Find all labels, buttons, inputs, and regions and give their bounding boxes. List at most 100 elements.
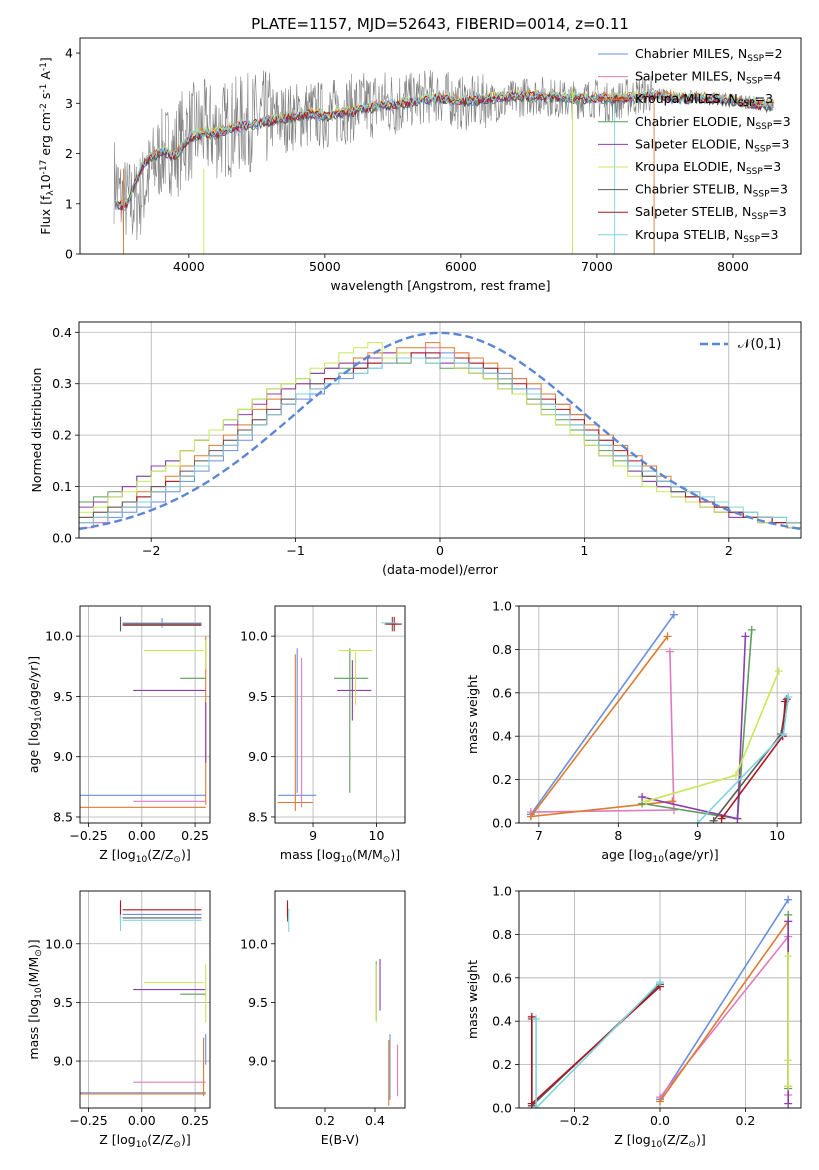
hist-series-8	[79, 357, 801, 538]
y-tick-label: 8.5	[53, 809, 73, 824]
axes-frame	[274, 890, 406, 1109]
plot-content	[80, 900, 207, 1097]
y-tick-label: 9.5	[53, 995, 73, 1010]
x-axis-label: (data-model)/error	[382, 562, 499, 577]
legend-label: Kroupa MILES, NSSP=3	[635, 91, 773, 109]
weight-marker	[784, 1056, 793, 1065]
weight-marker	[663, 632, 672, 641]
x-tick-label: 7000	[581, 259, 613, 274]
y-tick-label: 10.0	[45, 629, 73, 644]
y-tick-label: 9.0	[53, 1054, 73, 1069]
x-tick-label: 5000	[309, 259, 341, 274]
y-tick-label: 2	[65, 146, 73, 161]
weight-marker	[784, 1082, 793, 1091]
y-tick-label: 10.0	[240, 936, 268, 951]
legend-label: Salpeter MILES, NSSP=4	[635, 69, 781, 87]
weight-marker	[638, 792, 647, 801]
x-tick-label: 10	[769, 828, 785, 843]
x-tick-label: 9	[309, 828, 317, 843]
weight-marker	[784, 917, 793, 926]
plot-age_vs_Z: −0.25 0.00 0.25 8.5 9.0 9.5 10.0 Z [log10(Z/Z⊙)…	[26, 605, 211, 865]
x-tick-label: 8	[614, 828, 622, 843]
weight-line-3	[641, 629, 753, 820]
plot-mass_vs_Z: −0.25 0.00 0.25 9.0 9.5 10.0 Z [log10(Z/Z⊙)] ma…	[26, 890, 211, 1150]
y-tick-label: 0	[65, 247, 73, 262]
y-tick-label: 0.2	[52, 428, 72, 443]
legend-label: Chabrier MILES, NSSP=2	[635, 46, 783, 64]
weight-marker	[784, 693, 793, 702]
weight-marker	[733, 814, 742, 823]
weight-marker	[741, 632, 750, 641]
model-line-7	[115, 90, 774, 211]
legend-label: Kroupa STELIB, NSSP=3	[635, 227, 779, 245]
x-tick-label: 7	[535, 828, 543, 843]
y-axis-label: Normed distribution	[29, 368, 44, 493]
x-tick-label: 0.2	[315, 1113, 335, 1128]
weight-line-7	[531, 985, 661, 1106]
x-tick-label: 10	[369, 828, 385, 843]
weight-marker	[526, 812, 535, 821]
plot-residuals: −2 −1 0 1 2 0.0 0.1 0.2 0.3 0.4 (data-model)/error…	[29, 321, 802, 577]
x-tick-label: −2	[142, 543, 160, 558]
y-tick-label: 9.0	[248, 1054, 268, 1069]
weight-marker	[774, 667, 783, 676]
x-axis-label: mass [log10(M/M⊙)]	[280, 847, 400, 865]
y-tick-label: 3	[65, 96, 73, 111]
weight-line-2	[529, 635, 673, 818]
x-tick-label: 8000	[717, 259, 749, 274]
legend-label: 𝒩(0,1)	[738, 337, 781, 352]
x-axis-label: wavelength [Angstrom, rest frame]	[330, 278, 550, 293]
weight-marker	[779, 730, 788, 739]
plot-content	[526, 610, 793, 823]
plot-age_vs_mass: 9 10 8.5 9.0 9.5 10.0 mass [log10(M/M⊙)]	[240, 605, 406, 865]
weight-marker	[693, 819, 702, 823]
legend-label: Chabrier ELODIE, NSSP=3	[635, 114, 791, 132]
plot-content	[113, 69, 774, 254]
x-tick-label: 0.25	[181, 1113, 209, 1128]
legend: Chabrier MILES, NSSP=2 Salpeter MILES, NS…	[598, 46, 791, 245]
weight-line-4	[641, 636, 747, 820]
y-tick-label: 0.0	[492, 816, 512, 831]
weight-marker	[669, 610, 678, 619]
y-tick-label: 0.6	[492, 685, 512, 700]
x-tick-label: 2	[725, 543, 733, 558]
x-tick-label: 9	[694, 828, 702, 843]
x-tick-label: 0.00	[128, 1113, 156, 1128]
x-tick-label: −0.2	[559, 1113, 589, 1128]
y-tick-label: 1.0	[492, 599, 512, 614]
weight-marker	[532, 1015, 541, 1024]
plot-layer: 4000 5000 6000 7000 8000 0 1 2 3 4 wavelength [Ang…	[26, 37, 802, 1150]
weight-line-7	[720, 701, 786, 820]
x-axis-label: Z [log10(Z/Z⊙)]	[614, 1132, 705, 1150]
weight-marker	[656, 1097, 664, 1106]
x-tick-label: 0.25	[181, 828, 209, 843]
legend: 𝒩(0,1)	[700, 337, 781, 352]
y-tick-label: 0.4	[52, 325, 72, 340]
x-tick-label: 0.2	[736, 1113, 756, 1128]
weight-line-2	[659, 918, 789, 1102]
x-axis-label: Z [log10(Z/Z⊙)]	[99, 1132, 190, 1150]
x-tick-label: −0.25	[69, 828, 107, 843]
y-tick-label: 9.5	[248, 995, 268, 1010]
plot-content	[527, 895, 793, 1108]
plot-content	[80, 616, 207, 808]
legend-label: Chabrier STELIB, NSSP=3	[635, 182, 788, 200]
axes-frame	[518, 605, 802, 824]
plot-content	[277, 616, 402, 811]
weight-marker	[669, 805, 678, 814]
x-tick-label: 6000	[445, 259, 477, 274]
y-tick-label: 10.0	[45, 936, 73, 951]
x-tick-label: −1	[286, 543, 304, 558]
weight-marker	[642, 797, 651, 806]
weight-marker	[784, 895, 793, 904]
x-axis-label: age [log10(age/yr)]	[601, 847, 718, 865]
y-tick-label: 9.0	[248, 749, 268, 764]
weight-marker	[532, 1104, 541, 1108]
plot-mass_vs_EBV: 0.2 0.4 9.0 9.5 10.0 E(B-V)	[240, 890, 406, 1147]
y-tick-label: 0.1	[52, 479, 72, 494]
y-tick-label: 0.4	[492, 1014, 512, 1029]
y-tick-label: 8.5	[248, 809, 268, 824]
legend-label: Salpeter ELODIE, NSSP=3	[635, 136, 789, 154]
weight-marker	[717, 814, 726, 823]
y-tick-label: 1.0	[492, 884, 512, 899]
